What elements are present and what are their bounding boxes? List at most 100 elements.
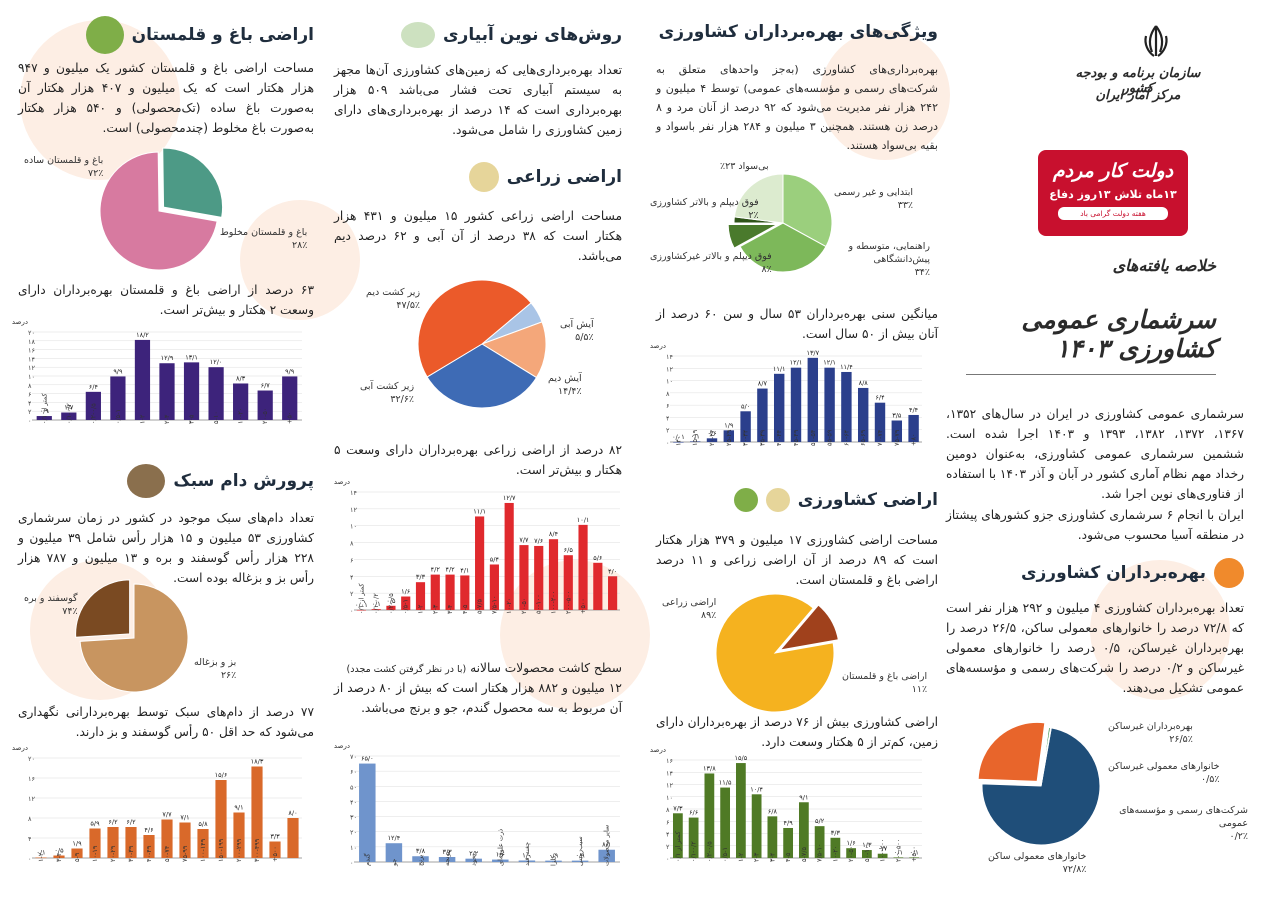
bar-value-label: ۷/۷ [519,536,529,544]
bar-value-label: ۰/۰۱ [355,601,368,609]
pie-label: بی‌سواد ۲۳٪ [720,161,769,172]
bar [183,362,200,420]
x-tick-label: ۳-۴ [446,604,454,614]
bar-value-label: ۴/۴ [909,406,919,414]
bar [891,420,903,442]
bar-value-label: ۳/۳ [416,573,426,581]
x-tick-label: ۰/۲-۰/۵ [705,841,713,862]
bar-value-label: ۱۰/۴ [750,785,763,793]
bar [874,402,886,442]
bar-value-label: ۵/۰ [741,402,750,410]
y-tick-label: ۱۲ [28,364,35,372]
x-tick-label: ۴-۵ [784,852,792,862]
bar-value-label: ۰/۷ [878,845,888,853]
features-title: ویژگی‌های بهره‌برداران کشاورزی [658,22,938,42]
x-tick-label: ۴۰-۴۴ [775,429,783,446]
y-tick-label: ۱۲ [666,365,673,373]
bar [857,387,869,442]
y-tick-label: ۱۶ [28,347,35,355]
bar-value-label: ۳/۸ [416,847,426,855]
bar-value-label: ۷/۱ [180,814,189,822]
x-tick-label: ۲-۳ [163,414,171,424]
bar [110,376,126,420]
bar [877,853,888,858]
x-tick-label: ۵۰۰+ [579,598,587,614]
bar-value-label: ۰/۱ [910,848,919,856]
bar-value-label: ۵/۴ [490,555,500,563]
y-tick-label: ۶ [28,391,32,399]
bar-value-label: ۴/۲ [431,566,441,574]
x-tick-label: ۵۵-۵۹ [826,429,834,446]
bar [107,827,119,858]
bar [233,812,245,858]
x-tick-label: ۵۰۰+ [910,846,918,862]
bar [197,829,209,858]
bar-value-label: ۰/۶ [707,429,716,437]
holders-heading: بهره‌برداران کشاورزی [1021,558,1244,588]
x-tick-label: ۵۰-۷۴ [163,845,171,862]
pie-slice [426,343,538,409]
bar [251,766,263,858]
bar [735,763,746,858]
features-heading: ویژگی‌های بهره‌برداران کشاورزی [659,22,938,42]
x-tick-label: ۷۵-۹۹ [181,845,189,862]
arable-text: مساحت اراضی زراعی کشور ۱۵ میلیون و ۴۳۱ ه… [334,209,622,263]
x-tick-label: ۶۰-۶۴ [842,429,850,446]
orchard-pie-chart [99,147,224,271]
bar-value-label: ۶/۲ [108,818,118,826]
bar [534,545,544,610]
agrilands-heading: اراضی کشاورزی [733,488,938,512]
x-tick-label: ۱-۲ [417,604,425,614]
features-column: ویژگی‌های بهره‌برداران کشاورزی بهره‌بردا… [648,0,938,900]
x-tick-label: ۴-۵ [461,604,469,614]
x-tick-label: ۵۰۰+ [271,846,279,862]
pie-slice [728,223,778,249]
livestock-bar-chart: درصد ۰ ۴ ۸ ۱۲ ۱۶ ۲۰ ۰/۱۱-۲ ۰/۵۳-۴ ۱/۹ ۵-۹ ۵/۹ ۱۰-۱۹ ۶… [12,744,302,863]
arable-title: اراضی زراعی [506,167,622,187]
bar [465,858,482,862]
bar-value-label: ۷/۶ [534,537,543,545]
header-column: سازمان برنامه و بودجه کشور مرکز آمار ایر… [946,0,1258,900]
x-tick-label: سیب‌زمینی [576,836,584,866]
bar-value-label: ۸/۸ [859,379,869,387]
x-tick-label: ۱۰-۲۰ [237,408,245,424]
bar [578,524,588,610]
x-tick-label: کمتر از ۰/۱ [357,582,365,614]
x-tick-label: ۳-۴ [768,852,776,862]
crop-heading: سطح کاشت محصولات سالانه (با در نظر گرفتن… [334,658,622,680]
y-tick-label: ۴ [350,573,354,581]
bar [720,787,731,858]
pie-label: آیش آبی ۵/۵٪ [560,319,594,343]
y-tick-label: ۴ [666,831,670,839]
bar [143,835,155,858]
y-tick-label: ۸ [28,815,32,823]
bar [35,857,47,859]
bar-value-label: ۵/۸ [198,820,208,828]
y-tick-label: ۰ [666,855,670,863]
x-tick-label: ۵-۷/۵ [476,598,484,614]
bar-value-label: ۴/۶ [144,826,153,834]
bar [233,383,249,420]
arable-pie-chart [417,279,547,409]
bar [269,841,281,858]
bar [492,859,509,862]
intro-text-2: ایران با انجام ۶ سرشماری کشاورزی جزو کشو… [946,508,1244,542]
bar-value-label: ۵/۶ [593,554,602,562]
y-axis-unit: درصد [12,744,28,752]
x-tick-label: ۳۰-۳۹ [127,845,135,862]
bar [89,828,101,858]
sheep-icon [127,464,166,498]
bar [257,390,273,420]
page-subtitle: خلاصه یافته‌های [1112,256,1216,275]
crop-bar-chart: درصد ۰ ۱۰ ۲۰ ۳۰ ۴۰ ۵۰ ۶۰ ۷۰ ۶۵/۰ گندم ۱۲/۴ جو ۳/۸برنج… [334,742,620,867]
bar [608,576,618,610]
y-tick-label: ۱۶ [666,757,673,765]
government-week-badge: دولت کار مردم ۱۳ماه تلاش ۱۳روز دفاع هفته… [1038,150,1188,236]
bar [125,827,137,858]
y-tick-label: ۲ [666,843,670,851]
pie-slice [977,721,1046,782]
bar-value-label: ۶/۸ [768,807,778,815]
y-tick-label: ۴ [666,414,670,422]
bar [783,827,794,858]
x-tick-label: ۱-۲ [138,414,146,424]
